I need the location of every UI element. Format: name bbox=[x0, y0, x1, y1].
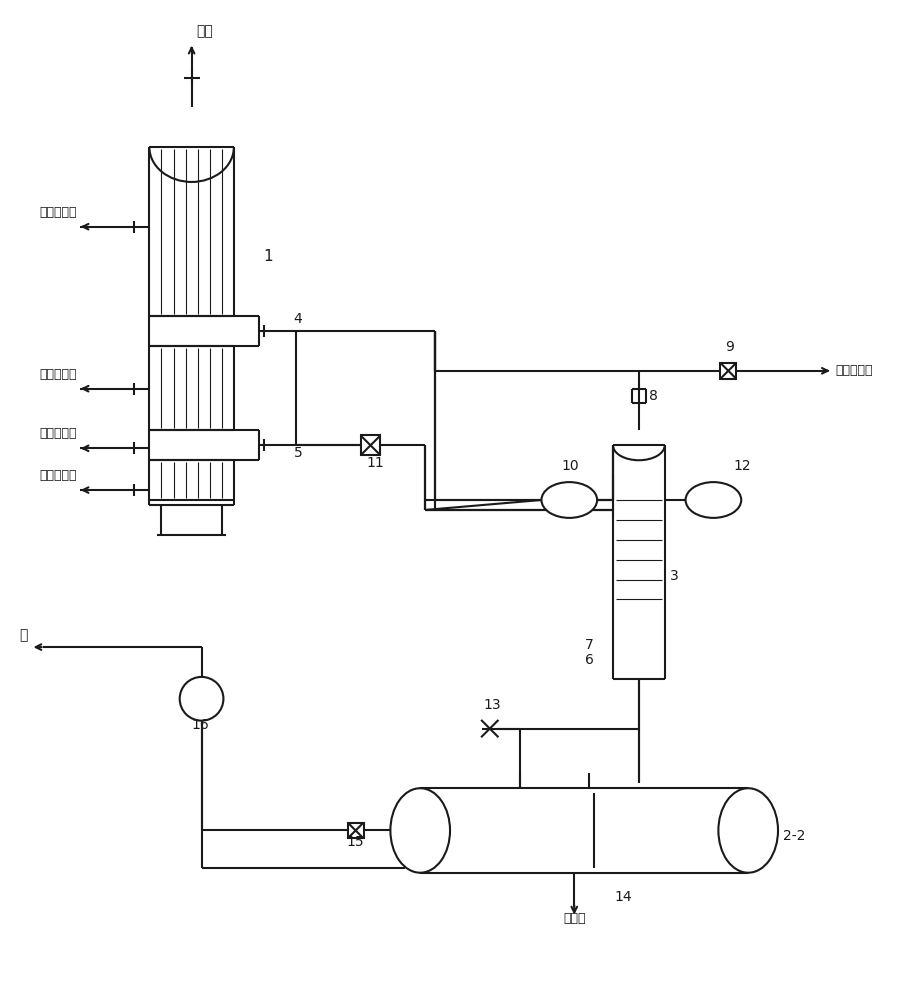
Text: 苯: 苯 bbox=[19, 628, 27, 642]
Text: 12: 12 bbox=[733, 459, 751, 473]
Text: 2-2: 2-2 bbox=[783, 829, 805, 843]
Text: 9: 9 bbox=[725, 340, 734, 354]
Text: 分离水: 分离水 bbox=[563, 912, 585, 925]
Text: 低品位冷源: 低品位冷源 bbox=[39, 206, 76, 219]
Text: 低品位冷源: 低品位冷源 bbox=[39, 368, 76, 381]
Text: 5: 5 bbox=[294, 446, 302, 460]
Text: 14: 14 bbox=[614, 890, 632, 904]
Circle shape bbox=[179, 677, 224, 721]
Text: 4: 4 bbox=[294, 312, 302, 326]
Ellipse shape bbox=[718, 788, 778, 873]
Bar bbox=[348, 823, 364, 838]
Text: 16: 16 bbox=[192, 718, 209, 732]
Text: 10: 10 bbox=[561, 459, 579, 473]
Text: 不凝性气体: 不凝性气体 bbox=[835, 364, 874, 377]
Text: 11: 11 bbox=[367, 456, 384, 470]
Ellipse shape bbox=[685, 482, 742, 518]
Text: 高品位冷源: 高品位冷源 bbox=[39, 469, 76, 482]
Text: 8: 8 bbox=[649, 389, 658, 403]
Ellipse shape bbox=[541, 482, 597, 518]
Bar bbox=[360, 435, 380, 455]
Text: 高品位冷源: 高品位冷源 bbox=[39, 427, 76, 440]
Text: 13: 13 bbox=[484, 698, 501, 712]
Text: 3: 3 bbox=[670, 569, 679, 583]
Text: 6: 6 bbox=[585, 653, 594, 667]
Bar bbox=[721, 363, 736, 379]
Text: 7: 7 bbox=[585, 638, 594, 652]
Text: 苯汽: 苯汽 bbox=[197, 24, 213, 38]
Ellipse shape bbox=[390, 788, 450, 873]
Text: 1: 1 bbox=[264, 249, 273, 264]
Text: 15: 15 bbox=[347, 835, 364, 849]
